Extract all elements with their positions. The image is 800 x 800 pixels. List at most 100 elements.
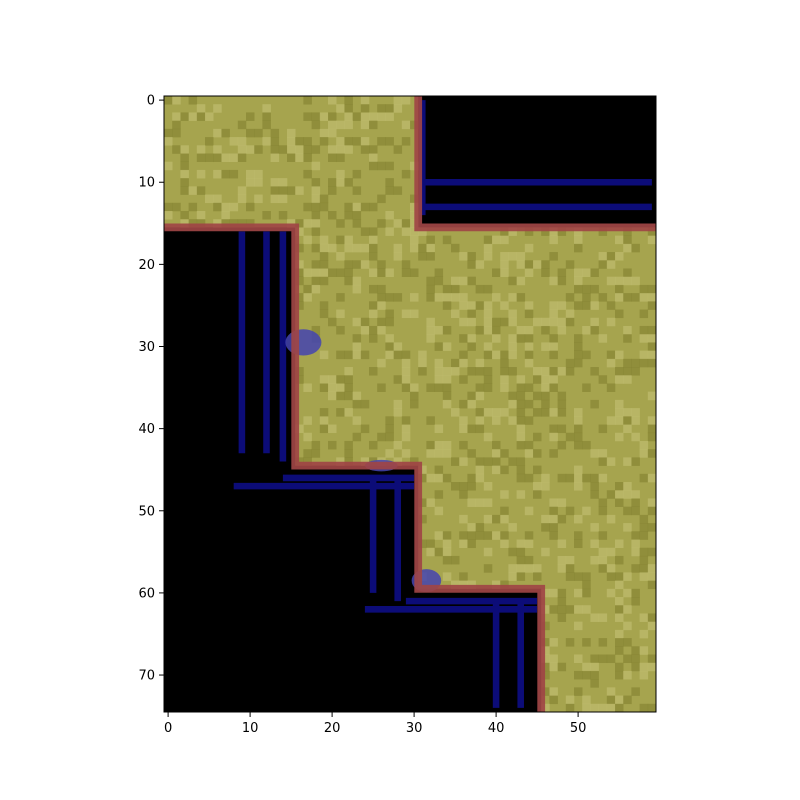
texture-cell: [353, 334, 362, 343]
texture-cell: [361, 425, 370, 434]
texture-cell: [476, 326, 485, 335]
texture-cell: [336, 104, 345, 113]
texture-cell: [582, 696, 591, 705]
texture-cell: [336, 392, 345, 401]
texture-cell: [369, 203, 378, 212]
texture-cell: [459, 277, 468, 286]
texture-cell: [394, 244, 403, 253]
texture-cell: [631, 490, 640, 499]
texture-cell: [254, 195, 263, 204]
texture-cell: [623, 236, 632, 245]
texture-cell: [320, 351, 329, 360]
texture-cell: [558, 268, 567, 277]
texture-cell: [476, 498, 485, 507]
texture-cell: [361, 137, 370, 146]
texture-cell: [574, 342, 583, 351]
texture-cell: [459, 293, 468, 302]
y-tick-label: 0: [147, 94, 155, 109]
texture-cell: [336, 153, 345, 162]
texture-cell: [320, 236, 329, 245]
texture-cell: [508, 400, 517, 409]
texture-cell: [484, 318, 493, 327]
plot-area: [164, 96, 656, 712]
texture-cell: [631, 507, 640, 516]
texture-cell: [640, 548, 649, 557]
texture-cell: [558, 613, 567, 622]
texture-cell: [279, 195, 288, 204]
texture-cell: [336, 145, 345, 154]
texture-cell: [476, 474, 485, 483]
texture-cell: [303, 416, 312, 425]
texture-cell: [615, 482, 624, 491]
texture-cell: [648, 498, 657, 507]
texture-cell: [623, 696, 632, 705]
texture-cell: [328, 244, 337, 253]
texture-cell: [525, 507, 534, 516]
texture-cell: [549, 236, 558, 245]
texture-cell: [402, 351, 411, 360]
texture-cell: [484, 301, 493, 310]
texture-cell: [271, 153, 280, 162]
texture-cell: [640, 359, 649, 368]
texture-cell: [451, 457, 460, 466]
texture-cell: [221, 153, 230, 162]
texture-cell: [640, 556, 649, 565]
texture-cell: [590, 285, 599, 294]
texture-cell: [230, 203, 239, 212]
y-tick-label: 10: [138, 176, 155, 191]
texture-cell: [623, 334, 632, 343]
texture-cell: [467, 474, 476, 483]
texture-cell: [574, 425, 583, 434]
texture-cell: [221, 129, 230, 138]
texture-cell: [459, 457, 468, 466]
texture-cell: [303, 236, 312, 245]
texture-cell: [558, 498, 567, 507]
texture-cell: [623, 605, 632, 614]
texture-cell: [549, 367, 558, 376]
texture-cell: [180, 153, 189, 162]
texture-cell: [574, 277, 583, 286]
texture-cell: [500, 268, 509, 277]
texture-cell: [508, 564, 517, 573]
texture-cell: [410, 310, 419, 319]
texture-cell: [607, 564, 616, 573]
texture-cell: [615, 351, 624, 360]
texture-cell: [418, 244, 427, 253]
texture-cell: [451, 285, 460, 294]
texture-cell: [590, 268, 599, 277]
texture-cell: [558, 326, 567, 335]
texture-cell: [353, 285, 362, 294]
texture-cell: [631, 359, 640, 368]
texture-cell: [402, 310, 411, 319]
texture-cell: [648, 416, 657, 425]
texture-cell: [648, 474, 657, 483]
texture-cell: [615, 375, 624, 384]
texture-cell: [533, 367, 542, 376]
texture-cell: [467, 531, 476, 540]
texture-cell: [525, 351, 534, 360]
texture-cell: [435, 268, 444, 277]
texture-cell: [385, 425, 394, 434]
texture-cell: [640, 572, 649, 581]
texture-cell: [377, 359, 386, 368]
texture-cell: [640, 441, 649, 450]
texture-cell: [443, 556, 452, 565]
texture-cell: [517, 416, 526, 425]
texture-cell: [615, 277, 624, 286]
texture-cell: [525, 326, 534, 335]
texture-cell: [402, 137, 411, 146]
texture-cell: [648, 548, 657, 557]
texture-cell: [303, 449, 312, 458]
texture-cell: [426, 244, 435, 253]
texture-cell: [443, 441, 452, 450]
texture-cell: [213, 145, 222, 154]
texture-cell: [344, 392, 353, 401]
texture-cell: [312, 227, 321, 236]
texture-cell: [648, 704, 657, 713]
texture-cell: [246, 145, 255, 154]
texture-cell: [590, 449, 599, 458]
texture-cell: [631, 457, 640, 466]
texture-cell: [590, 301, 599, 310]
texture-cell: [615, 236, 624, 245]
texture-cell: [361, 227, 370, 236]
